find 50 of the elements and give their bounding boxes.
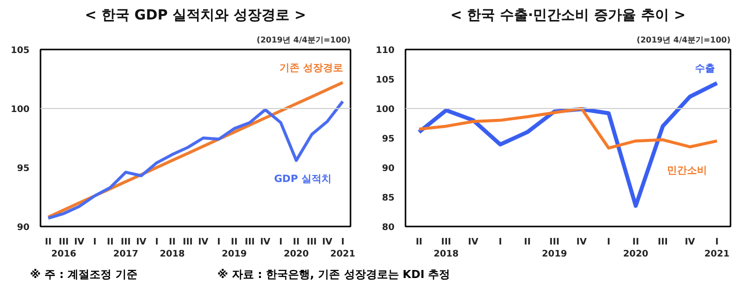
x-tick-label: I 2021 (704, 238, 730, 260)
x-tick-label: II (106, 238, 114, 248)
chart-subtitle: (2019년 4/4분기=100) (256, 36, 351, 44)
x-tick-label: III (306, 238, 317, 248)
x-tick-label: III 2019 (542, 238, 567, 260)
y-tick-label: 105 (10, 46, 30, 56)
x-tick-label: I (279, 238, 282, 248)
text: ※ 자료 : 한국은행, 기존 성장경로는 KDI 추정 (217, 268, 450, 281)
x-tick-label: III (182, 238, 193, 248)
x-tick-label: III 2016 (51, 238, 76, 260)
text: 민간소비 (666, 165, 707, 176)
x-tick-label: IV (684, 238, 696, 248)
x-tick-label: IV (136, 238, 146, 248)
chart-title: < 한국 GDP 실적치와 성장경로 > (84, 8, 306, 24)
series-label: 기존 성장경로 (279, 63, 343, 74)
line-series (418, 107, 718, 150)
y-tick-label: 95 (382, 134, 395, 144)
y-tick-label: 110 (376, 46, 395, 56)
x-tick-label: IV (260, 238, 270, 248)
y-tick-label: 90 (16, 223, 30, 233)
series-label: 수출 (694, 64, 715, 75)
x-tick-label: IV (322, 238, 332, 248)
x-tick-label: II (416, 238, 422, 248)
y-tick-label: 95 (16, 164, 30, 174)
x-tick-label: II (524, 238, 531, 248)
y-tick-label: 90 (382, 164, 395, 174)
x-tick-label: III (658, 238, 668, 248)
y-tick-label: 85 (382, 194, 395, 204)
x-tick-label: I (217, 238, 220, 248)
x-tick-label: III 2018 (434, 238, 459, 260)
y-tick-label: 105 (376, 76, 395, 86)
x-tick-label: I (93, 238, 96, 248)
chart-subtitle: (2019년 4/4분기=100) (636, 36, 731, 44)
x-tick-label: III (244, 238, 255, 248)
x-tick-label: IV (198, 238, 208, 248)
x-tick-label: III 2017 (113, 238, 138, 260)
text: ※ 주 : 계절조정 기준 (30, 268, 138, 281)
chart-title: < 한국 수출·민간소비 증가율 추이 > (450, 8, 686, 24)
y-tick-label: 80 (382, 223, 395, 233)
y-tick-label: 100 (376, 105, 395, 115)
x-tick-label: II 2020 (623, 238, 648, 260)
x-tick-label: IV (468, 238, 478, 248)
text: GDP 실적치 (274, 174, 332, 185)
x-tick-label: IV (74, 238, 84, 248)
x-tick-label: I (155, 238, 158, 248)
x-tick-label: II (44, 238, 52, 248)
y-tick-label: 100 (10, 105, 30, 115)
x-tick-label: I (498, 238, 502, 248)
x-tick-label: I (606, 238, 610, 248)
x-tick-label: IV (576, 238, 587, 248)
